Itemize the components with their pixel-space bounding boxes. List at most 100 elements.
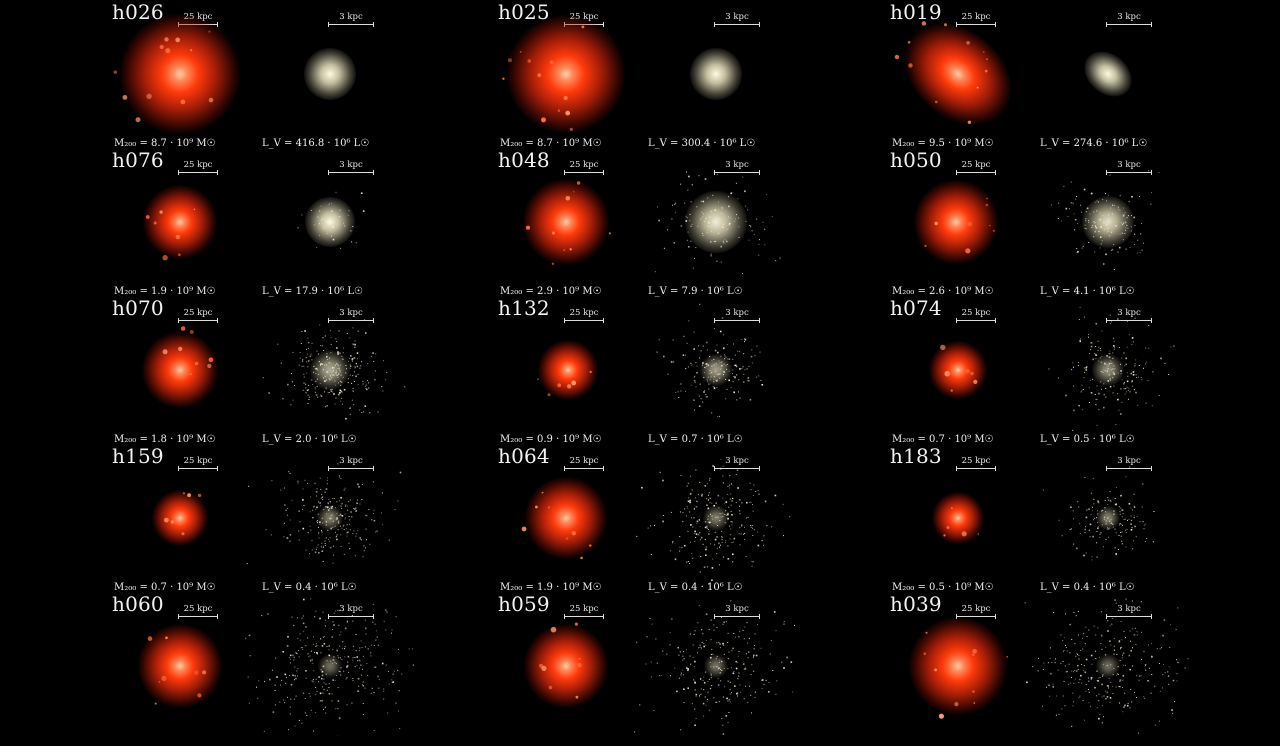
luminosity-label: L_V = 416.8 · 10⁶ L☉ (262, 138, 369, 150)
dark-matter-halo-image (523, 179, 609, 265)
stellar-scale-bar: 3 kpc (328, 308, 374, 322)
stellar-scale-bar: 3 kpc (1106, 308, 1152, 322)
dark-matter-scale-bar: 25 kpc (178, 604, 218, 618)
stellar-scale-label: 3 kpc (339, 604, 362, 614)
stellar-scale-label: 3 kpc (339, 12, 362, 22)
dark-matter-scale-label: 25 kpc (570, 604, 599, 614)
halo-id-label: h159 (112, 444, 164, 468)
dark-matter-scale-label: 25 kpc (184, 308, 213, 318)
dark-matter-scale-label: 25 kpc (962, 604, 991, 614)
halo-id-label: h039 (890, 592, 942, 616)
dark-matter-scale-label: 25 kpc (570, 456, 599, 466)
dark-matter-scale-bar: 25 kpc (956, 456, 996, 470)
stellar-distribution-image (690, 48, 742, 100)
luminosity-label: L_V = 0.7 · 10⁶ L☉ (648, 434, 743, 446)
dark-matter-halo-image (524, 624, 608, 708)
stellar-scale-bar: 3 kpc (328, 456, 374, 470)
dark-matter-scale-bar: 25 kpc (956, 160, 996, 174)
dark-matter-scale-label: 25 kpc (570, 160, 599, 170)
luminosity-label: L_V = 274.6 · 10⁶ L☉ (1040, 138, 1147, 150)
dark-matter-halo-image (929, 341, 987, 399)
stellar-scale-label: 3 kpc (725, 160, 748, 170)
stellar-distribution-image (685, 191, 747, 253)
stellar-scale-bar: 3 kpc (714, 456, 760, 470)
dark-matter-scale-bar: 25 kpc (178, 160, 218, 174)
stellar-scale-label: 3 kpc (1117, 604, 1140, 614)
dark-matter-scale-bar: 25 kpc (178, 456, 218, 470)
stellar-scale-label: 3 kpc (725, 456, 748, 466)
stellar-scale-label: 3 kpc (339, 308, 362, 318)
dark-matter-scale-label: 25 kpc (184, 604, 213, 614)
dark-matter-halo-image (914, 180, 998, 264)
dark-matter-halo-image (143, 185, 217, 259)
stellar-scale-bar: 3 kpc (1106, 160, 1152, 174)
halo-id-label: h060 (112, 592, 164, 616)
dark-matter-scale-label: 25 kpc (184, 456, 213, 466)
dark-matter-scale-bar: 25 kpc (564, 160, 604, 174)
halo-id-label: h050 (890, 148, 942, 172)
stellar-distribution-image (310, 350, 350, 390)
dark-matter-halo-image (138, 624, 222, 708)
luminosity-label: L_V = 0.5 · 10⁶ L☉ (1040, 434, 1135, 446)
stellar-scale-bar: 3 kpc (714, 12, 760, 26)
dark-matter-scale-bar: 25 kpc (564, 308, 604, 322)
luminosity-label: L_V = 17.9 · 10⁶ L☉ (262, 286, 363, 298)
luminosity-label: L_V = 2.0 · 10⁶ L☉ (262, 434, 357, 446)
stellar-scale-bar: 3 kpc (714, 160, 760, 174)
stellar-scale-label: 3 kpc (339, 456, 362, 466)
stellar-distribution-image (317, 505, 343, 531)
dark-matter-scale-label: 25 kpc (962, 308, 991, 318)
stellar-scale-label: 3 kpc (1117, 308, 1140, 318)
stellar-distribution-image (703, 505, 729, 531)
halo-id-label: h019 (890, 0, 942, 24)
stellar-scale-bar: 3 kpc (328, 604, 374, 618)
dark-matter-scale-label: 25 kpc (184, 160, 213, 170)
stellar-scale-bar: 3 kpc (714, 604, 760, 618)
stellar-distribution-image (1076, 42, 1141, 105)
stellar-scale-bar: 3 kpc (328, 12, 374, 26)
stellar-scale-label: 3 kpc (725, 12, 748, 22)
halo-id-label: h074 (890, 296, 942, 320)
luminosity-label: L_V = 0.4 · 10⁶ L☉ (648, 582, 743, 594)
dark-matter-scale-label: 25 kpc (962, 12, 991, 22)
luminosity-label: L_V = 0.4 · 10⁶ L☉ (262, 582, 357, 594)
stellar-scale-label: 3 kpc (1117, 160, 1140, 170)
dark-matter-scale-label: 25 kpc (570, 308, 599, 318)
halo-id-label: h048 (498, 148, 550, 172)
luminosity-label: L_V = 0.4 · 10⁶ L☉ (1040, 582, 1135, 594)
stellar-distribution-image (1092, 354, 1124, 386)
halo-id-label: h076 (112, 148, 164, 172)
stellar-distribution-image (318, 654, 342, 678)
dark-matter-halo-image (142, 332, 218, 408)
stellar-distribution-image (1096, 506, 1120, 530)
stellar-distribution-image (700, 354, 732, 386)
dark-matter-scale-bar: 25 kpc (956, 604, 996, 618)
stellar-scale-bar: 3 kpc (1106, 456, 1152, 470)
dark-matter-halo-image (909, 617, 1007, 715)
dark-matter-scale-bar: 25 kpc (956, 12, 996, 26)
dark-matter-halo-image (932, 492, 984, 544)
stellar-scale-bar: 3 kpc (1106, 12, 1152, 26)
luminosity-label: L_V = 4.1 · 10⁶ L☉ (1040, 286, 1135, 298)
stellar-distribution-image (304, 48, 356, 100)
stellar-scale-label: 3 kpc (1117, 456, 1140, 466)
dark-matter-scale-bar: 25 kpc (178, 308, 218, 322)
stellar-distribution-image (1082, 196, 1134, 248)
halo-id-label: h059 (498, 592, 550, 616)
dark-matter-halo-image (120, 14, 240, 134)
stellar-scale-label: 3 kpc (339, 160, 362, 170)
stellar-scale-label: 3 kpc (725, 604, 748, 614)
